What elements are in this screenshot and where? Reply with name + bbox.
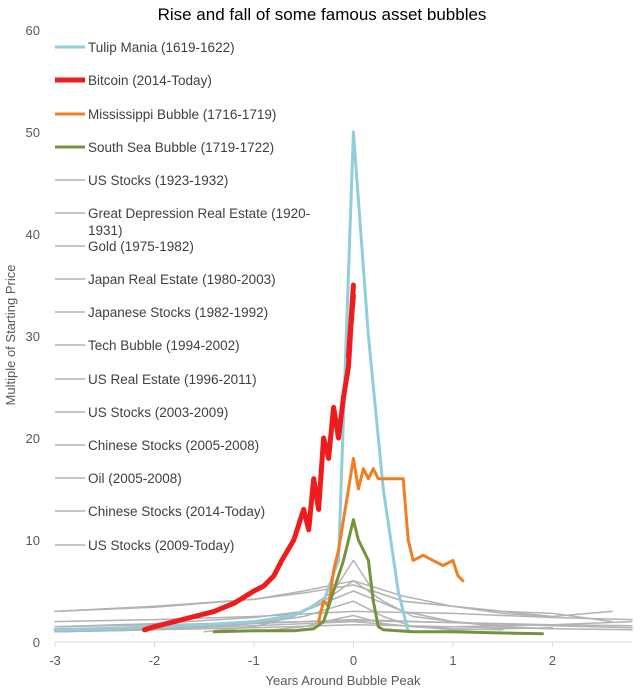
y-tick-label: 10 — [26, 533, 40, 548]
x-tick-label: -1 — [248, 653, 260, 668]
series-layer — [53, 130, 633, 636]
legend-label: Tech Bubble (1994-2002) — [88, 338, 240, 353]
x-tick-label: 1 — [449, 653, 456, 668]
legend-label: Great Depression Real Estate (1920- — [88, 206, 310, 221]
legend-label: Gold (1975-1982) — [88, 239, 194, 254]
series-line — [54, 620, 633, 633]
legend-label: Chinese Stocks (2014-Today) — [88, 504, 265, 519]
legend-label: South Sea Bubble (1719-1722) — [88, 140, 274, 155]
legend-label: Oil (2005-2008) — [88, 471, 182, 486]
axes: 0 10 20 30 40 50 60 -3 -2 -1 0 1 2 — [26, 23, 632, 668]
x-tick-label: 2 — [549, 653, 556, 668]
series-line — [212, 518, 544, 636]
y-tick-label: 40 — [26, 227, 40, 242]
legend-label: US Stocks (2003-2009) — [88, 405, 228, 420]
y-tick-label: 20 — [26, 431, 40, 446]
legend-label: Tulip Mania (1619-1622) — [88, 40, 235, 55]
x-tick-label: -3 — [49, 653, 61, 668]
series-line — [253, 614, 554, 633]
series-line — [317, 456, 465, 624]
y-tick-label: 60 — [26, 23, 40, 38]
y-axis-label: Multiple of Starting Price — [3, 265, 18, 406]
series-line — [203, 580, 504, 633]
legend-label: US Real Estate (1996-2011) — [88, 372, 257, 387]
x-tick-label: -2 — [149, 653, 161, 668]
legend: Tulip Mania (1619-1622) Bitcoin (2014-Tod… — [55, 40, 310, 553]
legend-label: Mississippi Bubble (1716-1719) — [88, 107, 276, 122]
x-tick-label: 0 — [350, 653, 357, 668]
legend-label: Chinese Stocks (2005-2008) — [88, 438, 259, 453]
legend-label: Bitcoin (2014-Today) — [88, 73, 212, 88]
x-axis-label: Years Around Bubble Peak — [266, 673, 421, 688]
series-line — [54, 600, 504, 633]
y-tick-label: 30 — [26, 329, 40, 344]
series-line — [54, 580, 613, 618]
legend-label: Japan Real Estate (1980-2003) — [88, 272, 276, 287]
y-tick-label: 50 — [26, 125, 40, 140]
legend-label: 1931) — [88, 223, 123, 238]
series-line — [54, 610, 633, 623]
legend-label: US Stocks (1923-1932) — [88, 173, 228, 188]
chart-title: Rise and fall of some famous asset bubbl… — [158, 5, 487, 24]
series-line — [142, 282, 356, 633]
legend-label: Japanese Stocks (1982-1992) — [88, 305, 268, 320]
y-tick-label: 0 — [33, 635, 40, 650]
legend-label: US Stocks (2009-Today) — [88, 538, 234, 553]
